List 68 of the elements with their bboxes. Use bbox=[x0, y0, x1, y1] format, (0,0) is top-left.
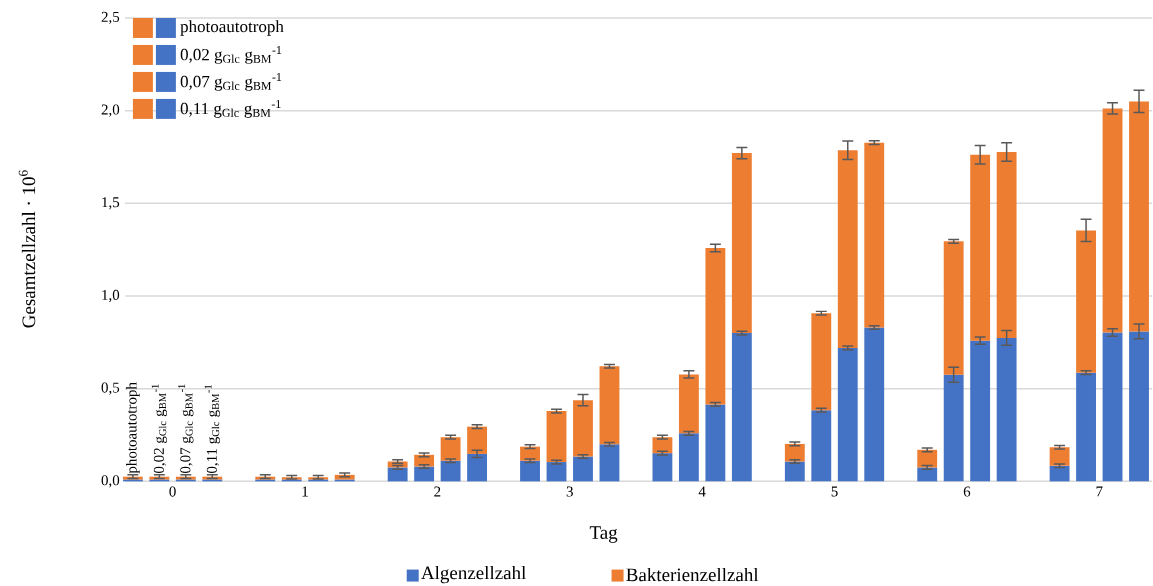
x-tick-label: 3 bbox=[566, 486, 573, 497]
bar bbox=[467, 426, 487, 455]
bar bbox=[996, 338, 1017, 482]
bar bbox=[1129, 331, 1149, 482]
y-tick-label: 2,5 bbox=[101, 12, 120, 25]
bar bbox=[784, 444, 805, 462]
bar bbox=[652, 453, 673, 482]
x-tick-label: 1 bbox=[302, 486, 308, 497]
bar bbox=[943, 241, 964, 375]
bar bbox=[996, 152, 1017, 339]
x-tick-label: 6 bbox=[963, 486, 971, 497]
annotation: 0,02 g$_{Glc}$ g$_{BM}$-1 bbox=[180, 46, 282, 65]
x-tick-label: 7 bbox=[1096, 486, 1103, 497]
bar bbox=[1076, 230, 1096, 373]
legend-label: Algenzellzahl bbox=[421, 566, 526, 584]
bar bbox=[414, 466, 435, 482]
bar bbox=[731, 333, 752, 482]
bar bbox=[864, 327, 885, 482]
bar bbox=[970, 154, 991, 341]
annotation: 0,02 g$_{Glc}$ g$_{BM}$-1 bbox=[151, 384, 168, 474]
x-tick-label: 0 bbox=[169, 486, 176, 497]
bar bbox=[599, 366, 620, 445]
bar bbox=[467, 454, 487, 482]
bar bbox=[970, 340, 991, 482]
annotation: photoautotroph bbox=[180, 20, 284, 36]
x-tick-label: 2 bbox=[434, 486, 441, 497]
bar bbox=[917, 467, 938, 482]
annotation: 0,11 g$_{Glc}$ g$_{BM}$-1 bbox=[180, 100, 281, 119]
bar bbox=[731, 153, 752, 334]
bar bbox=[440, 437, 461, 461]
y-axis-title: Gesamtzellzahl · 10$^{6}$ bbox=[18, 170, 36, 328]
x-tick-label: 4 bbox=[698, 486, 706, 497]
bar bbox=[943, 374, 964, 482]
annotation: 0,07 g$_{Glc}$ g$_{BM}$-1 bbox=[180, 73, 282, 92]
bar bbox=[1076, 372, 1096, 482]
y-tick-label: 2,0 bbox=[101, 104, 120, 117]
bar bbox=[1049, 465, 1070, 482]
y-tick-label: 0,0 bbox=[101, 475, 120, 488]
bar bbox=[864, 142, 885, 328]
x-axis-title: Tag bbox=[589, 526, 618, 544]
bar bbox=[811, 410, 832, 482]
bar bbox=[546, 411, 567, 463]
bar bbox=[811, 313, 832, 411]
bar bbox=[705, 404, 726, 482]
bar bbox=[387, 467, 408, 482]
bar bbox=[678, 374, 699, 434]
bar bbox=[1129, 101, 1149, 332]
annotation: 0,11 g$_{Glc}$ g$_{BM}$-1 bbox=[204, 385, 220, 474]
annotation: photoautotroph bbox=[126, 382, 140, 474]
y-tick-label: 1,5 bbox=[102, 197, 120, 210]
legend-label: Bakterienzellzahl bbox=[626, 568, 759, 582]
bar bbox=[917, 450, 938, 468]
bar bbox=[440, 460, 461, 482]
bar bbox=[678, 433, 699, 482]
bar bbox=[573, 456, 593, 482]
bar bbox=[837, 150, 858, 349]
bar bbox=[599, 444, 620, 482]
bar bbox=[705, 248, 726, 405]
bar bbox=[573, 400, 593, 457]
x-tick-label: 5 bbox=[831, 486, 838, 497]
bar bbox=[1102, 332, 1123, 482]
bar bbox=[837, 348, 858, 482]
y-tick-label: 0,5 bbox=[101, 382, 120, 396]
annotation: 0,07 g$_{Glc}$ g$_{BM}$-1 bbox=[178, 384, 194, 474]
bar bbox=[1102, 108, 1123, 333]
bar bbox=[520, 460, 540, 482]
bar bbox=[784, 461, 805, 482]
y-tick-label: 1,0 bbox=[102, 290, 120, 303]
